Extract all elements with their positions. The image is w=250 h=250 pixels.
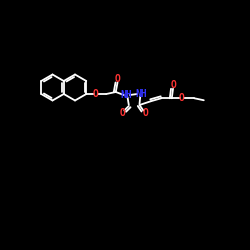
Text: O: O bbox=[93, 89, 99, 99]
Text: NH: NH bbox=[135, 89, 147, 99]
Text: O: O bbox=[120, 108, 126, 118]
Text: O: O bbox=[114, 74, 120, 84]
Text: O: O bbox=[170, 80, 176, 90]
Text: O: O bbox=[142, 108, 148, 118]
Text: NH: NH bbox=[120, 90, 132, 100]
Text: O: O bbox=[178, 93, 184, 103]
